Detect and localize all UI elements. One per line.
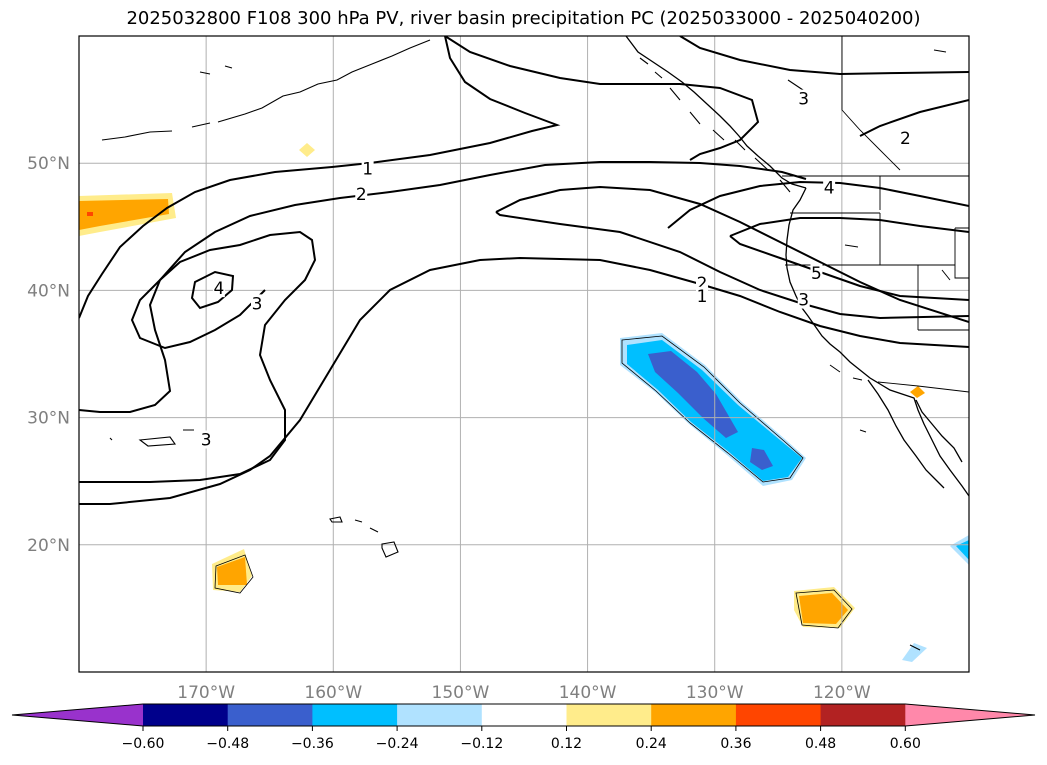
grid-lines xyxy=(79,36,969,672)
contour-label: 3 xyxy=(252,294,263,314)
coastline-hawaii xyxy=(109,429,399,558)
coastline-bc-islands xyxy=(639,49,947,193)
colorbar-segment xyxy=(397,704,483,726)
map-frame xyxy=(78,35,970,673)
colorbar-segment xyxy=(566,704,652,726)
pv-contour-2-north xyxy=(859,99,969,137)
precip-negative-strong xyxy=(648,351,738,438)
pv-contour-3-north xyxy=(444,36,969,161)
colorbar-extend-low xyxy=(12,704,143,726)
contour-label: 3 xyxy=(798,291,809,311)
colorbar-tick-label: −0.36 xyxy=(291,736,334,752)
precip-contour-line xyxy=(795,589,853,629)
border-alaska-canada xyxy=(841,36,901,171)
pv-contour-1-south xyxy=(79,256,969,505)
contour-label: 1 xyxy=(697,287,708,307)
coastline-small-islands xyxy=(829,244,951,651)
contour-label-bg xyxy=(355,185,368,203)
pv-contour-3-east xyxy=(495,211,969,320)
precip-shading xyxy=(79,143,969,662)
precip-positive-mid xyxy=(910,386,925,398)
longitude-ticks: 170°W 160°W 150°W 140°W 130°W 120°W xyxy=(177,683,871,703)
lat-tick-label: 50°N xyxy=(27,154,70,174)
colorbar-tick-label: −0.12 xyxy=(460,736,503,752)
contour-label: 2 xyxy=(356,185,367,205)
colorbar-tick-label: −0.24 xyxy=(376,736,419,752)
colorbar: −0.60 −0.48 −0.36 −0.24 −0.12 0.12 0.24 0.36 0.4… xyxy=(11,703,1036,752)
lon-tick-label: 170°W xyxy=(177,683,235,703)
pv-contour-3-west xyxy=(79,230,317,483)
contour-label-bg xyxy=(899,129,912,148)
precip-positive-mid xyxy=(79,199,169,230)
pv-contours xyxy=(79,36,969,505)
colorbar-segment xyxy=(312,704,398,726)
map-title: 2025032800 F108 300 hPa PV, river basin … xyxy=(126,8,921,29)
contour-label-bg xyxy=(251,294,263,313)
colorbar-tick-label: 0.60 xyxy=(890,736,921,752)
colorbar-tick-label: 0.24 xyxy=(636,736,667,752)
colorbar-tick-label: −0.48 xyxy=(206,736,249,752)
contour-label-bg xyxy=(797,89,810,108)
coastline-west-us xyxy=(785,187,969,497)
colorbar-segment xyxy=(820,704,906,726)
contour-label-bg xyxy=(361,159,374,178)
colorbar-tick-label: 0.48 xyxy=(805,736,836,752)
latitude-ticks: 50°N 40°N 30°N 20°N xyxy=(27,154,70,556)
colorbar-segment xyxy=(481,704,567,726)
contour-label: 2 xyxy=(900,129,911,149)
colorbar-tick-label: −0.60 xyxy=(122,736,165,752)
coastlines xyxy=(101,36,969,651)
colorbar-segment xyxy=(143,704,229,726)
border-us-mexico xyxy=(877,381,969,393)
contour-label-bg xyxy=(212,279,225,298)
lon-tick-label: 150°W xyxy=(432,683,490,703)
coastline-aleutians xyxy=(101,39,431,141)
lat-tick-label: 40°N xyxy=(27,281,70,301)
lon-tick-label: 120°W xyxy=(813,683,871,703)
colorbar-tick-label: 0.12 xyxy=(551,736,582,752)
contour-label-bg xyxy=(696,286,708,305)
colorbar-extend-high xyxy=(905,704,1035,726)
contour-label-bg xyxy=(797,290,810,309)
lon-tick-label: 140°W xyxy=(559,683,617,703)
pv-contour-5-east xyxy=(729,217,969,301)
precip-positive-mid xyxy=(217,557,247,585)
pv-contour-1 xyxy=(79,36,561,319)
pv-contour-4-east xyxy=(667,180,969,229)
colorbar-segment xyxy=(735,704,822,726)
lat-tick-label: 20°N xyxy=(27,536,70,556)
precip-positive-mid xyxy=(799,593,848,624)
contour-label: 1 xyxy=(362,160,373,180)
contour-label-bg xyxy=(823,178,836,197)
contour-label: 4 xyxy=(213,279,224,299)
political-borders xyxy=(782,36,969,393)
contour-label: 3 xyxy=(201,430,212,450)
contour-label: 4 xyxy=(824,179,835,199)
contour-label: 3 xyxy=(798,90,809,110)
contour-label: 5 xyxy=(811,264,822,284)
precip-negative-light xyxy=(902,643,927,662)
precip-positive-strong xyxy=(87,212,93,216)
colorbar-segment xyxy=(651,704,737,726)
lon-tick-label: 160°W xyxy=(304,683,362,703)
colorbar-segment xyxy=(227,704,313,726)
colorbar-tick-label: 0.36 xyxy=(720,736,751,752)
lat-tick-label: 30°N xyxy=(27,409,70,429)
precip-negative-strong xyxy=(750,448,773,470)
pv-contour-2-east xyxy=(495,185,969,323)
pv-contour-2 xyxy=(79,161,807,413)
coastline-baja xyxy=(867,379,963,489)
contour-label-bg xyxy=(200,430,213,449)
contour-label: 2 xyxy=(697,274,708,294)
precip-contour-line xyxy=(621,335,804,483)
contour-label-bg xyxy=(810,263,823,282)
precip-positive-light xyxy=(299,143,315,157)
lon-tick-label: 130°W xyxy=(686,683,744,703)
precip-contour-line xyxy=(214,554,254,594)
pv-contour-4-west xyxy=(190,270,235,310)
